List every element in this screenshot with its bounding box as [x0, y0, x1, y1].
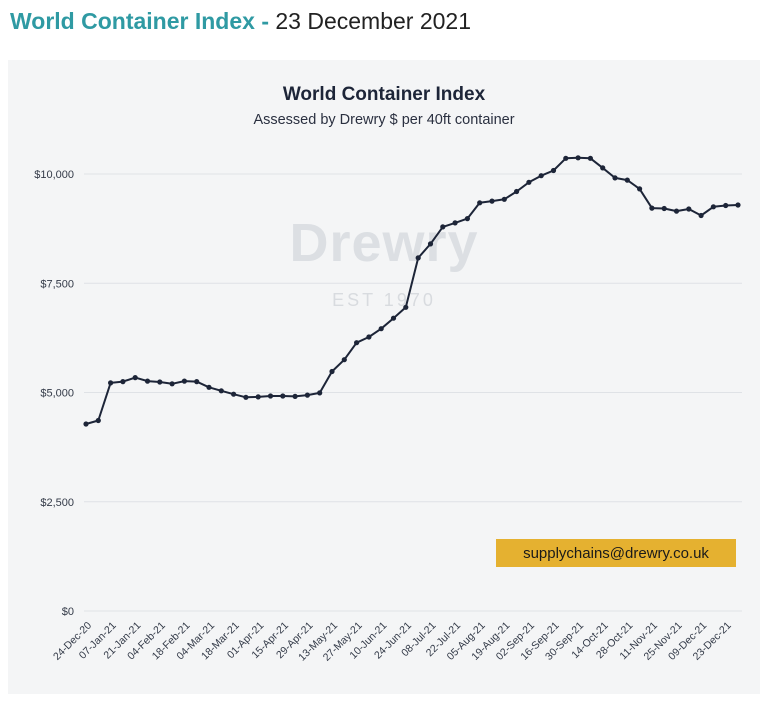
data-point [292, 393, 298, 399]
data-point [341, 357, 347, 363]
data-point [378, 326, 384, 332]
data-point [686, 206, 692, 212]
grid-layer [84, 173, 742, 612]
data-point [452, 220, 458, 226]
page-title-label: World Container Index - [10, 8, 269, 34]
page-title-date: 23 December 2021 [275, 8, 471, 34]
data-point [649, 205, 655, 211]
contact-email-badge[interactable]: supplychains@drewry.co.uk [496, 539, 736, 567]
data-point [243, 394, 249, 400]
y-tick-label: $0 [62, 606, 74, 618]
data-point [403, 304, 409, 310]
page-title: World Container Index - 23 December 2021 [10, 6, 471, 36]
data-point [624, 177, 630, 183]
data-point [575, 155, 581, 161]
y-tick-label: $5,000 [40, 388, 74, 400]
series-line [85, 156, 739, 425]
y-tick-label: $10,000 [34, 169, 74, 181]
series-points [83, 155, 741, 427]
data-point [710, 204, 717, 210]
data-point [673, 208, 680, 214]
data-point [95, 417, 101, 424]
data-point [157, 379, 163, 385]
data-point [83, 421, 89, 427]
data-point [120, 379, 126, 385]
data-point [317, 390, 323, 396]
chart-title: World Container Index [282, 84, 486, 105]
data-point [181, 378, 187, 384]
y-tick-label: $2,500 [40, 497, 74, 509]
x-axis-ticks: 24-Dec-2007-Jan-2121-Jan-2104-Feb-2118-F… [51, 620, 734, 664]
data-point [538, 173, 544, 179]
data-point [354, 340, 360, 346]
data-point [415, 255, 421, 261]
data-point [304, 392, 310, 398]
data-point [194, 379, 200, 385]
data-point [267, 393, 274, 399]
watermark-established: EST 1970 [332, 290, 436, 310]
data-point [477, 200, 483, 206]
data-point [637, 186, 643, 192]
y-axis-ticks: $0 $2,500 $5,000 $7,500 $10,000 [34, 169, 74, 618]
data-point [612, 175, 618, 181]
data-point [108, 380, 114, 386]
data-point [550, 167, 557, 174]
data-point [206, 384, 212, 390]
data-point [526, 179, 532, 185]
data-point [661, 205, 667, 212]
data-point [501, 196, 507, 202]
data-point [563, 155, 569, 161]
data-point [698, 212, 704, 219]
data-point [440, 224, 446, 230]
data-point [255, 394, 261, 400]
data-point [169, 381, 175, 387]
data-point [427, 241, 434, 247]
data-point [329, 368, 335, 375]
data-point [735, 202, 741, 208]
y-tick-label: $7,500 [40, 278, 74, 290]
data-point [514, 188, 520, 195]
data-point [231, 391, 237, 397]
data-point [218, 388, 224, 394]
chart-subtitle: Assessed by Drewry $ per 40ft container [253, 112, 515, 128]
data-point [600, 165, 606, 171]
data-point [144, 378, 151, 384]
data-point [132, 375, 138, 381]
data-point [489, 198, 495, 204]
watermark-brand: Drewry [289, 213, 479, 273]
data-point [280, 393, 286, 399]
data-point [723, 202, 729, 209]
data-point [464, 216, 470, 222]
data-point [366, 334, 372, 340]
data-point [587, 155, 594, 161]
data-point [390, 315, 397, 321]
